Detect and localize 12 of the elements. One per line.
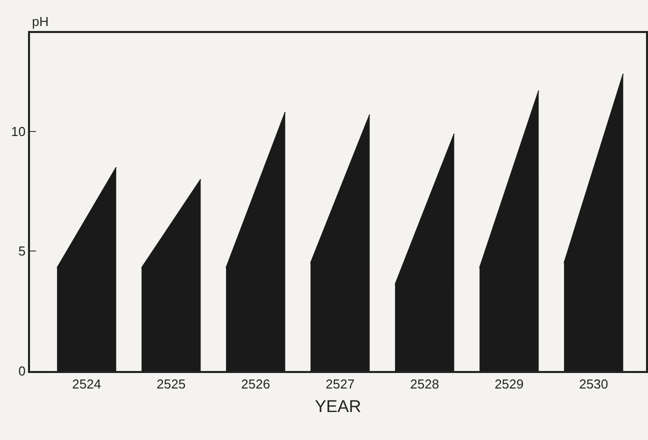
y-axis-title: pH [32,14,49,29]
y-tick-label: 5 [18,244,26,259]
y-tick-label: 10 [11,124,26,139]
x-tick-label: 2527 [326,376,355,392]
x-tick-label: 2530 [579,376,608,392]
x-tick-label: 2529 [494,376,524,392]
x-tick-label: 2525 [156,376,186,392]
x-tick-label: 2526 [241,376,270,392]
x-axis-title: YEAR [314,397,362,416]
x-tick-label: 2524 [72,376,102,392]
y-tick-label: 0 [18,364,26,379]
x-tick-label: 2528 [410,376,440,392]
